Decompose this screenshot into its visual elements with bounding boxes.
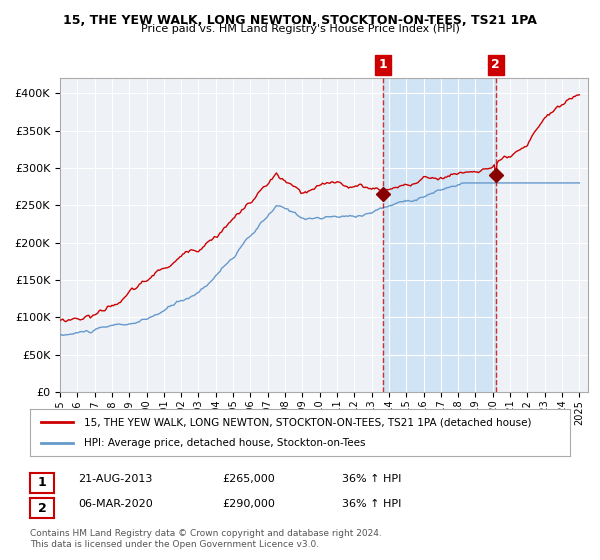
Text: 36% ↑ HPI: 36% ↑ HPI xyxy=(342,474,401,484)
Text: Price paid vs. HM Land Registry's House Price Index (HPI): Price paid vs. HM Land Registry's House … xyxy=(140,24,460,34)
Text: HPI: Average price, detached house, Stockton-on-Tees: HPI: Average price, detached house, Stoc… xyxy=(84,438,365,448)
Text: 15, THE YEW WALK, LONG NEWTON, STOCKTON-ON-TEES, TS21 1PA: 15, THE YEW WALK, LONG NEWTON, STOCKTON-… xyxy=(63,14,537,27)
Text: £290,000: £290,000 xyxy=(222,499,275,509)
Text: 06-MAR-2020: 06-MAR-2020 xyxy=(78,499,153,509)
Text: Contains HM Land Registry data © Crown copyright and database right 2024.
This d: Contains HM Land Registry data © Crown c… xyxy=(30,529,382,549)
Text: 2: 2 xyxy=(491,58,500,72)
Text: 36% ↑ HPI: 36% ↑ HPI xyxy=(342,499,401,509)
Text: £265,000: £265,000 xyxy=(222,474,275,484)
Text: 15, THE YEW WALK, LONG NEWTON, STOCKTON-ON-TEES, TS21 1PA (detached house): 15, THE YEW WALK, LONG NEWTON, STOCKTON-… xyxy=(84,417,532,427)
Text: 2: 2 xyxy=(38,502,46,515)
Bar xyxy=(383,78,496,392)
Text: 21-AUG-2013: 21-AUG-2013 xyxy=(78,474,152,484)
Text: 1: 1 xyxy=(38,477,46,489)
Text: 1: 1 xyxy=(379,58,387,72)
